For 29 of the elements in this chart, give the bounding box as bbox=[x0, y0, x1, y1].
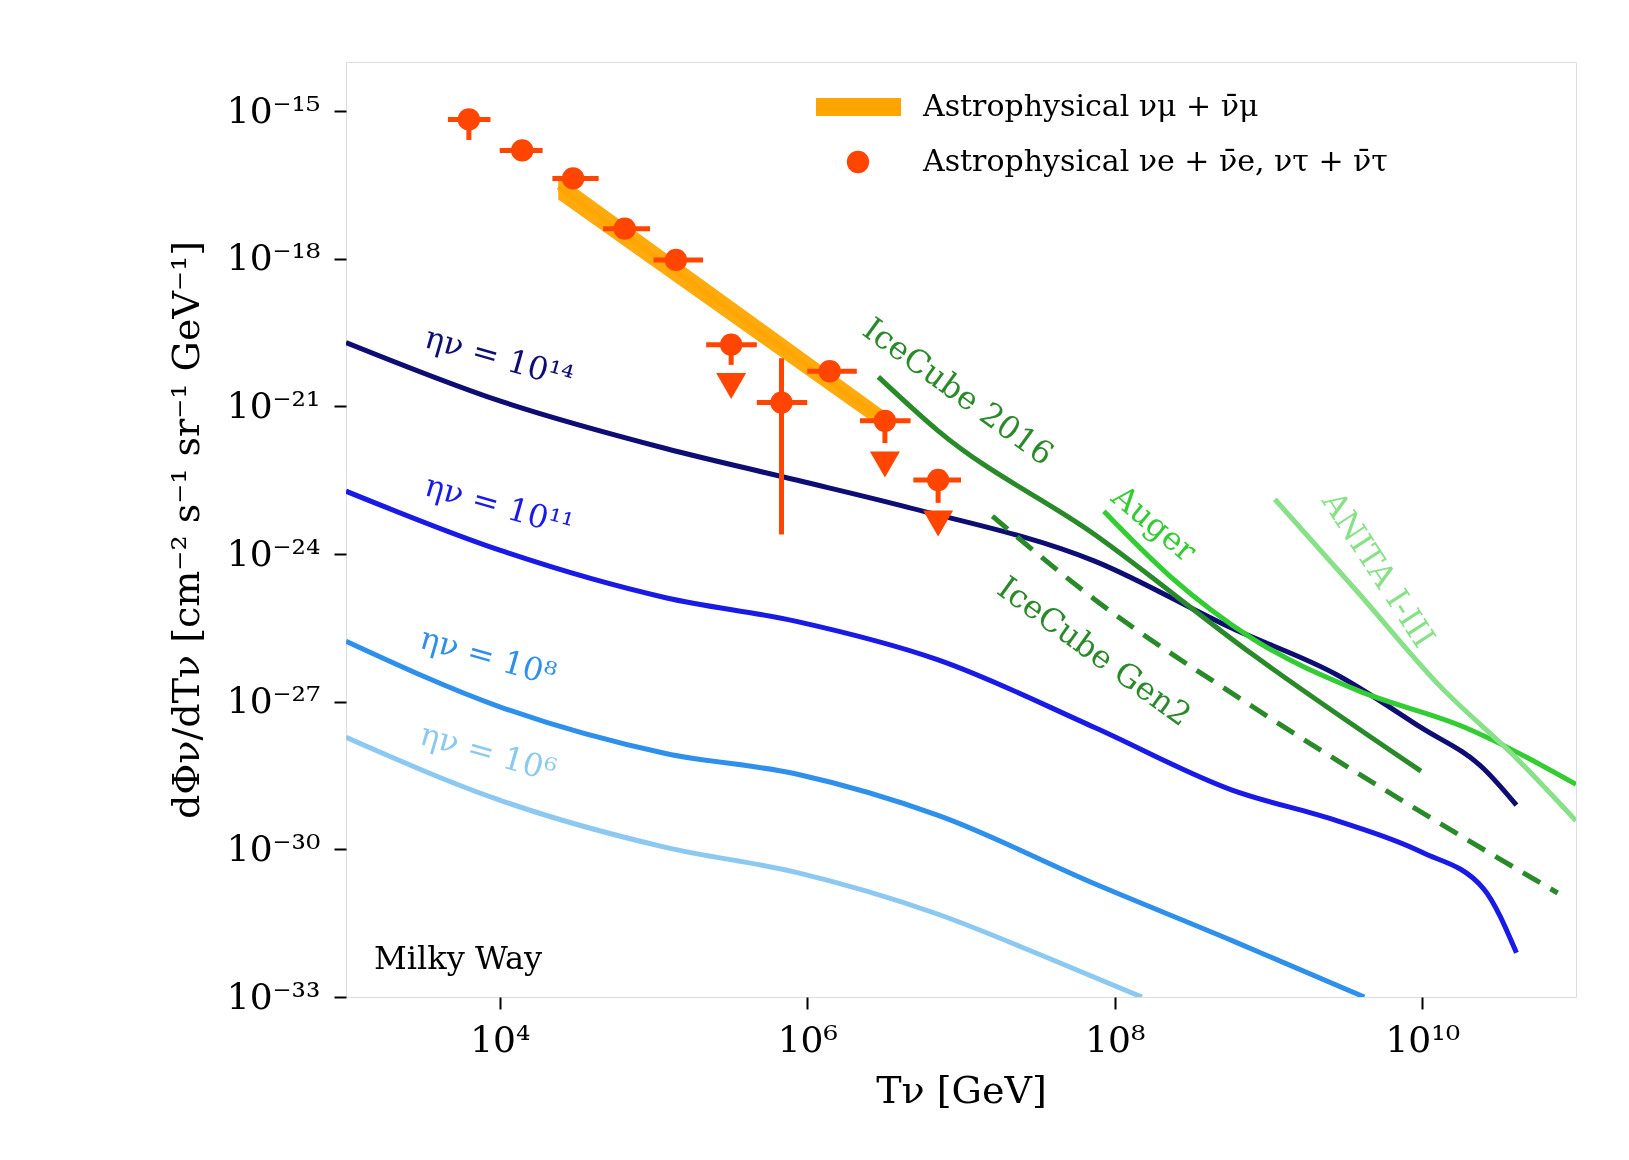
point bbox=[770, 391, 793, 414]
y-tick-label: 10⁻¹⁸ bbox=[226, 237, 321, 279]
point bbox=[719, 333, 743, 356]
annotation: ην = 10⁶ bbox=[416, 714, 561, 790]
y-tick-label: 10⁻²⁴ bbox=[226, 532, 321, 574]
y-axis-title: dΦν/dTν [cm⁻² s⁻¹ sr⁻¹ GeV⁻¹] bbox=[163, 240, 208, 820]
point bbox=[561, 167, 585, 190]
x-tick-label: 10⁸ bbox=[1085, 1018, 1146, 1060]
y-tick-label: 10⁻²¹ bbox=[226, 384, 321, 426]
y-tick-label: 10⁻¹⁵ bbox=[226, 89, 321, 131]
x-tick-label: 10¹⁰ bbox=[1385, 1018, 1461, 1060]
annotation: ην = 10¹⁴ bbox=[420, 317, 578, 397]
annotation: ην = 10¹¹ bbox=[420, 465, 578, 545]
y-tick-label: 10⁻³⁰ bbox=[226, 827, 321, 869]
point bbox=[511, 139, 534, 162]
point bbox=[457, 108, 481, 131]
point bbox=[926, 468, 950, 492]
annotation: ην = 10⁸ bbox=[416, 618, 561, 694]
point bbox=[664, 248, 688, 272]
legend-label: Astrophysical νμ + ν̄μ bbox=[922, 88, 1259, 123]
y-tick-label: 10⁻³³ bbox=[226, 975, 321, 1017]
y-tick-label: 10⁻²⁷ bbox=[226, 680, 321, 722]
annotation: Milky Way bbox=[374, 939, 543, 977]
point bbox=[613, 217, 636, 240]
point bbox=[873, 409, 897, 433]
x-tick-label: 10⁴ bbox=[470, 1018, 531, 1060]
x-tick-label: 10⁶ bbox=[777, 1018, 838, 1060]
legend-label: Astrophysical νe + ν̄e, ντ + ν̄τ bbox=[922, 143, 1388, 178]
x-axis-title: Tν [GeV] bbox=[876, 1067, 1047, 1112]
